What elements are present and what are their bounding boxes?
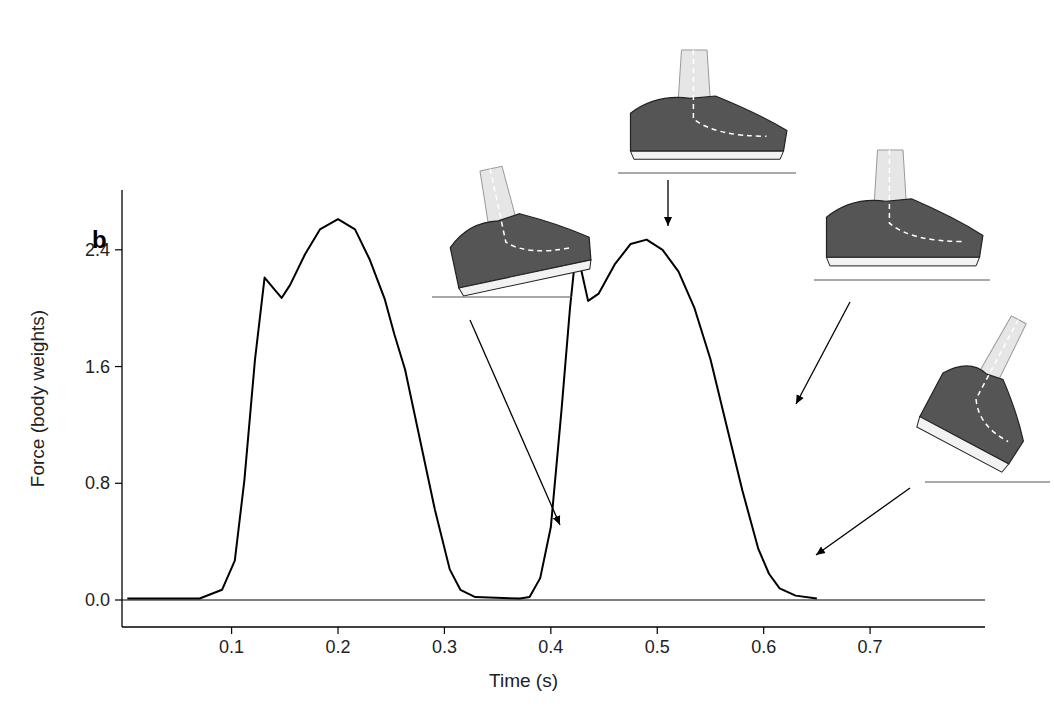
ground-line xyxy=(814,279,990,280)
panel-label: b xyxy=(92,226,107,253)
y-tick xyxy=(115,249,122,250)
ground-line xyxy=(618,172,796,173)
shoe-icon xyxy=(631,50,787,159)
shoe-icon xyxy=(827,150,983,266)
arrow xyxy=(796,302,850,404)
x-tick-label: 0.1 xyxy=(219,637,244,657)
arrow xyxy=(667,180,668,226)
y-tick xyxy=(115,483,122,484)
ground-line xyxy=(925,481,1050,482)
shoe-icon xyxy=(436,152,596,297)
x-tick-label: 0.6 xyxy=(751,637,776,657)
y-axis xyxy=(121,190,122,627)
x-tick xyxy=(444,627,445,634)
ground-line xyxy=(432,296,572,297)
arrow xyxy=(816,488,910,555)
zero-line xyxy=(122,599,985,600)
x-tick xyxy=(231,627,232,634)
y-tick xyxy=(115,366,122,367)
y-tick xyxy=(115,599,122,600)
x-tick xyxy=(763,627,764,634)
x-tick-label: 0.5 xyxy=(645,637,670,657)
x-tick-label: 0.3 xyxy=(432,637,457,657)
x-tick xyxy=(657,627,658,634)
x-tick xyxy=(337,627,338,634)
x-axis xyxy=(122,626,985,627)
y-tick-label: 0.8 xyxy=(85,473,110,493)
y-tick-label: 1.6 xyxy=(85,357,110,377)
x-tick-label: 0.2 xyxy=(326,637,351,657)
y-axis-title: Force (body weights) xyxy=(27,310,48,487)
x-axis-title: Time (s) xyxy=(489,670,558,691)
chart: 0.10.20.30.40.50.60.70.00.81.62.4Time (s… xyxy=(0,0,1054,714)
y-tick-label: 0.0 xyxy=(85,590,110,610)
x-tick xyxy=(550,627,551,634)
x-tick-label: 0.4 xyxy=(538,637,563,657)
arrow xyxy=(470,320,560,525)
x-tick xyxy=(869,627,870,634)
shoe-icon xyxy=(915,300,1054,474)
x-tick-label: 0.7 xyxy=(858,637,883,657)
